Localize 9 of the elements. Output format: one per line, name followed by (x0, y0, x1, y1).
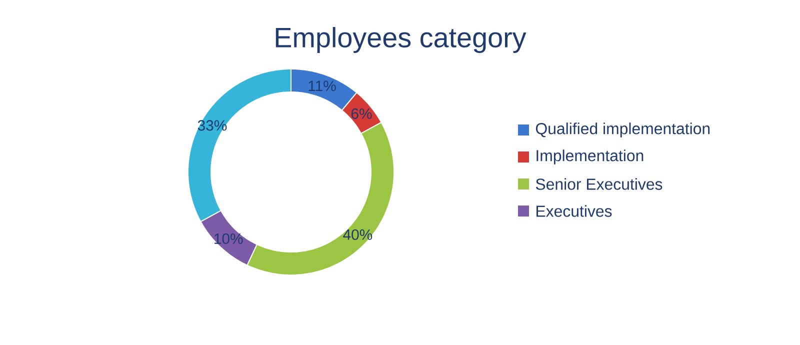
data-label: 10% (214, 233, 243, 244)
legend-label: Executives (536, 205, 612, 217)
chart-title: Employees category (276, 27, 526, 53)
legend-label: Senior Executives (536, 178, 662, 190)
data-label: 6% (351, 108, 372, 119)
legend-label: Qualified implementation (536, 122, 710, 138)
data-label: 11% (308, 80, 336, 92)
data-label: 40% (343, 229, 372, 240)
legend-label: Implementation (536, 150, 644, 164)
